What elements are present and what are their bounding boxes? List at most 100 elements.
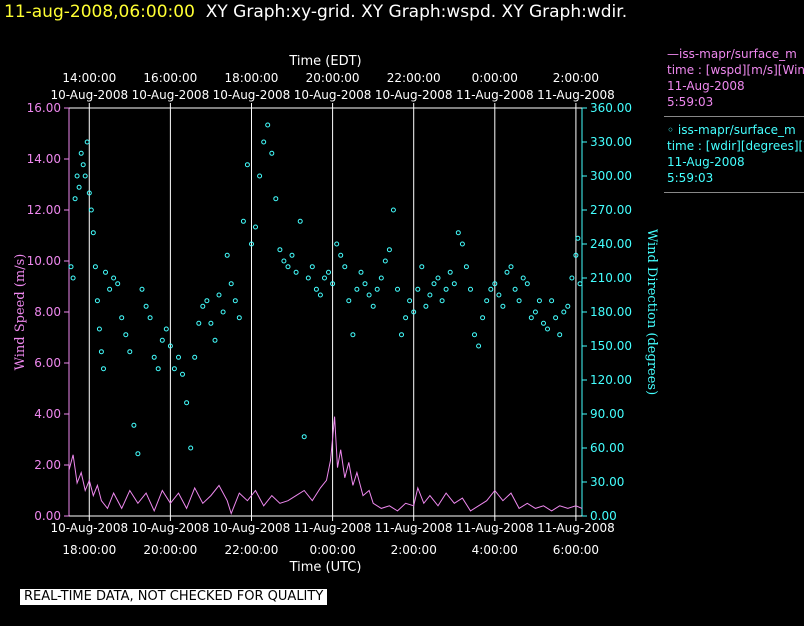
legend-wdir-line3: 11-Aug-2008: [667, 155, 745, 169]
wdir-point: [192, 354, 198, 360]
wdir-point: [536, 298, 542, 304]
wdir-point: [366, 292, 372, 298]
wdir-point: [143, 303, 149, 309]
legend-wdir-line4: 5:59:03: [667, 171, 714, 185]
wdir-point: [439, 298, 445, 304]
wdir-point: [472, 332, 477, 338]
wdir-point: [84, 139, 90, 145]
wdir-point: [463, 264, 469, 270]
wdir-point: [358, 269, 364, 275]
top-axis-title: Time (EDT): [288, 54, 361, 69]
wdir-point: [277, 247, 283, 253]
wdir-point: [443, 286, 449, 292]
wdir-point: [516, 298, 522, 304]
legend-wdir-line2: time : [wdir][degrees][W: [667, 139, 804, 153]
wdir-point: [151, 354, 157, 360]
wdir-point: [196, 320, 202, 326]
top-tick-time: 18:00:00: [225, 71, 279, 85]
x-tick-date: 11-Aug-2008: [375, 521, 453, 535]
wdir-point: [103, 269, 108, 275]
wdir-point: [557, 332, 563, 338]
x-tick-time: 22:00:00: [225, 543, 279, 557]
top-tick-date: 10-Aug-2008: [375, 88, 453, 102]
wdir-point: [378, 275, 384, 281]
top-tick-time: 16:00:00: [143, 71, 197, 85]
y-right-tick-label: 0.00: [590, 509, 617, 523]
wdir-point: [269, 150, 275, 156]
x-tick-date: 11-Aug-2008: [537, 521, 615, 535]
wdir-point: [399, 332, 404, 338]
quality-banner: REAL-TIME DATA, NOT CHECKED FOR QUALITY: [20, 589, 328, 605]
wdir-point: [98, 349, 104, 355]
wdir-point: [508, 264, 514, 270]
wdir-point: [524, 281, 530, 287]
legend-wspd-line3: 11-Aug-2008: [667, 79, 745, 93]
wdir-point: [309, 264, 315, 270]
y-right-label: Wind Direction (degrees): [644, 229, 659, 395]
wdir-point: [374, 286, 380, 292]
wdir-point: [573, 252, 579, 258]
wdir-point: [249, 241, 254, 247]
wdir-point: [565, 303, 571, 309]
x-tick-date: 11-Aug-2008: [456, 521, 534, 535]
top-tick-date: 10-Aug-2008: [132, 88, 210, 102]
top-tick-time: 14:00:00: [62, 71, 116, 85]
y-right-tick-label: 30.00: [590, 475, 624, 489]
wdir-point: [115, 281, 121, 287]
wdir-point: [354, 286, 360, 292]
top-tick-date: 10-Aug-2008: [50, 88, 128, 102]
y-right-tick-label: 180.00: [590, 305, 632, 319]
y-right-tick-label: 150.00: [590, 339, 632, 353]
wdir-point: [82, 173, 88, 179]
wdir-point: [403, 315, 409, 321]
wdir-point: [532, 309, 538, 315]
wdir-point: [480, 315, 486, 321]
x-tick-date: 10-Aug-2008: [213, 521, 291, 535]
y-right-tick-label: 90.00: [590, 407, 624, 421]
wdir-point: [111, 275, 117, 281]
top-tick-date: 11-Aug-2008: [537, 88, 615, 102]
y-right-tick-label: 360.00: [590, 101, 632, 115]
wdir-point: [468, 286, 473, 292]
wdir-point: [159, 337, 165, 343]
y-right-tick-label: 210.00: [590, 271, 632, 285]
wdir-point: [236, 315, 242, 321]
top-tick-time: 20:00:00: [306, 71, 360, 85]
wdir-point: [455, 230, 461, 236]
y-left-tick-label: 2.00: [34, 458, 61, 472]
wdir-point: [135, 451, 141, 457]
wdir-point: [293, 269, 299, 275]
top-tick-date: 11-Aug-2008: [456, 88, 534, 102]
wdir-point: [70, 275, 76, 281]
wdir-point: [370, 303, 376, 309]
wdir-point: [228, 281, 234, 287]
wdir-point: [553, 315, 559, 321]
top-tick-time: 0:00:00: [472, 71, 518, 85]
wdir-point: [541, 320, 546, 326]
wdir-point: [155, 366, 161, 372]
wdir-point: [281, 258, 287, 264]
wdir-point: [476, 343, 482, 349]
wdir-point: [139, 286, 145, 292]
wdir-point: [80, 162, 86, 168]
x-tick-time: 18:00:00: [62, 543, 116, 557]
legend-separator: [664, 116, 804, 117]
wdir-point: [184, 400, 190, 406]
wdir-point: [68, 264, 74, 270]
wdir-point: [435, 275, 441, 281]
y-right-tick-label: 120.00: [590, 373, 632, 387]
wdir-point: [569, 275, 575, 281]
wdir-point: [240, 218, 246, 224]
y-left-tick-label: 12.00: [27, 203, 61, 217]
y-right-tick-label: 240.00: [590, 237, 632, 251]
y-left-tick-label: 6.00: [34, 356, 61, 370]
wdir-point: [512, 286, 518, 292]
wdir-point: [72, 196, 78, 202]
x-tick-date: 11-Aug-2008: [294, 521, 372, 535]
wdir-point: [88, 207, 94, 213]
wdir-point: [447, 269, 453, 275]
wdir-point: [382, 258, 388, 264]
wdir-point: [411, 309, 417, 315]
legend-wspd-line2: time : [wspd][m/s][Wind: [667, 63, 804, 77]
